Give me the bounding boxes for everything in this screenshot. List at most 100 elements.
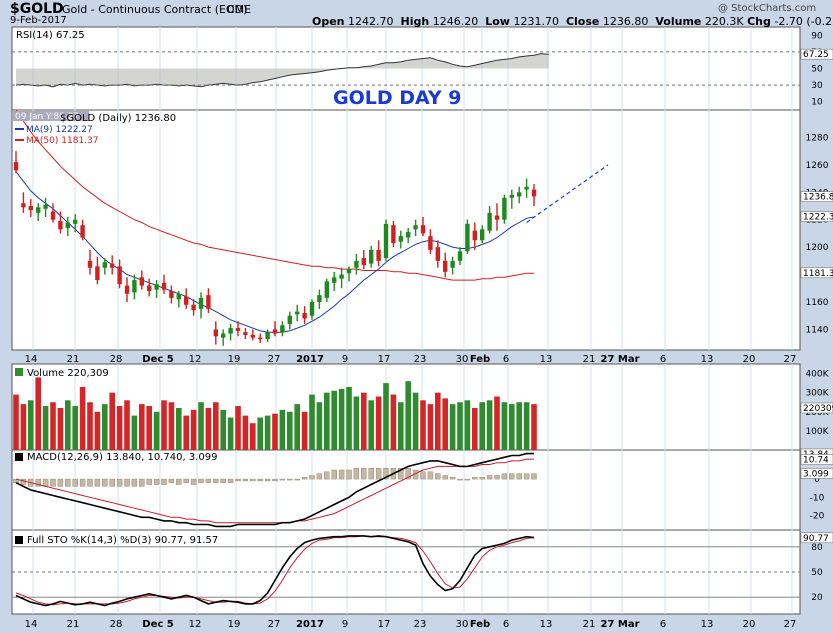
macd-histogram-bar [435,473,441,480]
value-tag-box [800,402,833,414]
y-tick-label: 1160 [806,298,829,308]
candle-body [435,247,440,261]
macd-histogram-bar [190,478,197,485]
macd-histogram-bar [309,475,315,480]
macd-histogram-bar [287,478,293,481]
rsi-area [16,53,549,87]
candle-body [531,189,537,197]
macd-histogram-bar [94,478,101,487]
volume-bar [176,407,182,450]
volume-bar [50,402,56,450]
rsi-legend: RSI(14) 67.25 [16,30,85,41]
x-tick-label: 21 [67,354,80,365]
macd-histogram-bar [250,478,256,482]
candle-body [383,223,389,259]
volume-bar [435,392,441,450]
macd-histogram-bar [79,478,86,487]
candle-body [235,328,241,331]
candle-body [509,195,514,198]
candle-body [339,274,344,279]
volume-bar [146,406,152,450]
candle-body [443,260,448,272]
volume-bar [331,390,337,450]
volume-bar [102,404,108,450]
x-tick-label: 20 [743,619,756,630]
volume-bar [412,392,419,450]
x-tick-label: 6 [503,619,509,630]
candle-body [28,206,33,211]
y-tick-label: 50 [811,568,823,578]
macd-histogram-bar [420,471,426,480]
price-legend: $GOLD (Daily) 1236.80 [60,113,176,124]
macd-histogram-bar [353,467,360,480]
candle-body [317,295,322,302]
volume-bar [87,402,93,450]
volume-legend: Volume 220,309 [27,368,109,379]
y-tick-label: 300K [805,389,829,399]
instrument-name: Gold - Continuous Contract (EOD) [62,3,248,16]
volume-bar [442,398,448,450]
candle-body [346,269,352,274]
y-tick-label: -20 [810,511,825,521]
candle-body [487,212,492,231]
volume-bar [523,402,530,450]
value-tag-box [800,267,833,279]
macd-histogram-bar [176,478,182,485]
volume-bar [516,402,522,450]
candle-body [139,277,144,286]
candle-body [324,281,329,298]
sto-legend: Full STO %K(14,3) %D(3) 90.77, 91.57 [27,535,218,546]
candle-body [87,260,93,268]
volume-bar [153,411,160,450]
y-tick-label: 400K [805,370,829,380]
volume-bar [427,404,434,450]
macd-histogram-bar [235,478,241,482]
macd-histogram-bar [198,478,204,483]
candle-body [494,215,500,220]
volume-bar [205,407,212,450]
value-tag-box [800,48,833,60]
x-tick-label: 28 [110,354,123,365]
volume-value: 220.3K [704,15,744,28]
volume-bar [94,411,101,450]
volume-bar [316,402,323,450]
volume-bar [301,411,308,450]
x-tick-label: 6 [660,619,666,630]
ma50-line [15,109,534,281]
volume-bar [494,396,500,450]
volume-bar [57,407,64,450]
x-tick-label: 6 [660,354,666,365]
x-tick-label: 14 [25,619,38,630]
volume-bar [131,415,138,450]
macd-histogram-bar [516,473,522,480]
candle-body [280,325,285,333]
macd-histogram-bar [220,478,226,483]
macd-legend-swatch [15,453,23,461]
macd-histogram-bar [375,467,382,480]
candle-body [117,266,122,285]
macd-line [15,452,534,528]
x-tick-label: 13 [701,354,714,365]
volume-bar [501,402,508,450]
volume-bar [353,396,360,450]
volume-bar [213,402,219,450]
trendline [526,164,609,223]
volume-bar [324,392,330,450]
volume-bar [287,411,293,450]
volume-legend-swatch [15,368,23,376]
sto-k-line [15,535,535,607]
candle-body [191,304,196,311]
candle-body [206,295,211,309]
volume-bar [79,386,86,450]
y-tick-label: 90 [811,31,823,41]
candle-body [332,277,337,283]
volume-bar [368,400,374,450]
macd-histogram-bar [361,467,367,480]
candle-body [480,229,485,241]
x-tick-label: 2017 [296,619,324,630]
value-tag: 10.74 [803,456,829,466]
volume-bar [279,409,286,450]
y-tick-label: 1200 [806,243,829,253]
x-tick-label: 9 [342,619,348,630]
